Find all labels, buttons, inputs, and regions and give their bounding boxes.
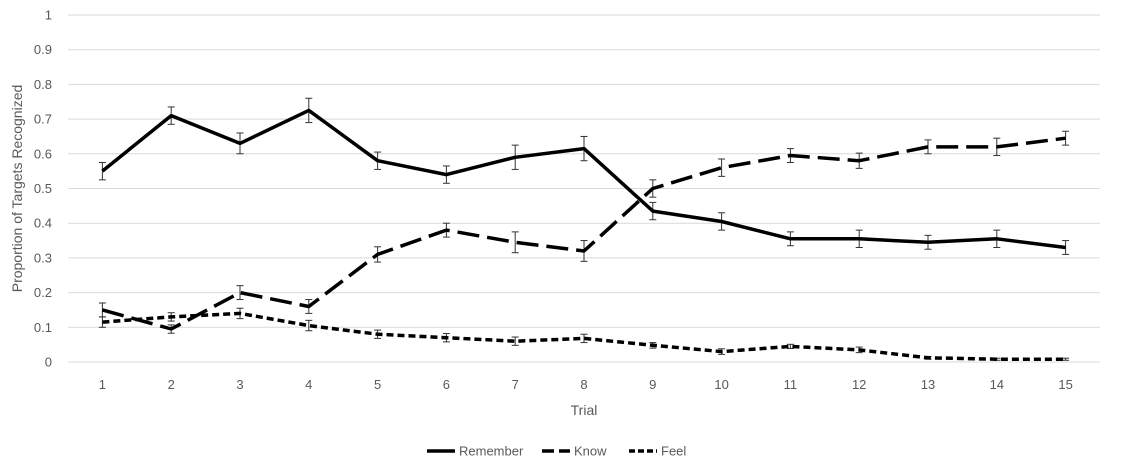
y-tick-label: 0.7 bbox=[34, 112, 52, 127]
x-tick-label: 15 bbox=[1058, 377, 1072, 392]
error-bar bbox=[98, 161, 106, 181]
error-bar bbox=[1062, 357, 1070, 361]
legend-item-feel: Feel bbox=[629, 444, 686, 459]
error-bar bbox=[580, 333, 588, 344]
error-bar bbox=[236, 285, 244, 301]
x-tick-label: 3 bbox=[236, 377, 243, 392]
x-tick-label: 11 bbox=[784, 377, 798, 392]
x-tick-label: 12 bbox=[852, 377, 866, 392]
error-bar bbox=[1062, 130, 1070, 146]
series-line bbox=[101, 136, 1066, 331]
y-tick-label: 0.1 bbox=[34, 320, 52, 335]
error-bar bbox=[511, 231, 519, 254]
x-tick-label: 7 bbox=[512, 377, 519, 392]
series-know bbox=[98, 130, 1070, 334]
y-tick-label: 1 bbox=[45, 8, 52, 23]
gridlines bbox=[68, 14, 1100, 328]
y-tick-label: 0.5 bbox=[34, 181, 52, 196]
x-tick-label: 6 bbox=[443, 377, 450, 392]
y-tick-label: 0.4 bbox=[34, 216, 52, 231]
legend-label: Remember bbox=[459, 444, 524, 459]
y-axis-title: Proportion of Targets Recognized bbox=[9, 85, 25, 293]
series-line bbox=[102, 311, 1066, 361]
x-tick-label: 10 bbox=[714, 377, 728, 392]
y-tick-label: 0.2 bbox=[34, 285, 52, 300]
series-feel bbox=[98, 307, 1070, 361]
x-tick-label: 14 bbox=[990, 377, 1004, 392]
y-tick-label: 0.9 bbox=[34, 42, 52, 57]
error-bar bbox=[718, 158, 726, 177]
x-tick-label: 13 bbox=[921, 377, 935, 392]
x-axis-ticks: 1 2 3 4 5 6 7 8 9 10 11 12 13 14 15 bbox=[99, 377, 1073, 392]
legend-item-know: Know bbox=[542, 444, 607, 459]
x-tick-label: 2 bbox=[168, 377, 175, 392]
x-tick-label: 8 bbox=[580, 377, 587, 392]
error-bar bbox=[786, 343, 794, 349]
error-bar bbox=[305, 319, 313, 332]
y-tick-label: 0.8 bbox=[34, 77, 52, 92]
x-axis-title: Trial bbox=[571, 402, 598, 418]
legend-item-remember: Remember bbox=[427, 444, 524, 459]
x-tick-label: 9 bbox=[649, 377, 656, 392]
y-axis-ticks: 0 0.1 0.2 0.3 0.4 0.5 0.6 0.7 0.8 0.9 1 bbox=[34, 8, 52, 370]
series-line bbox=[101, 108, 1066, 250]
legend-label: Feel bbox=[661, 444, 686, 459]
x-tick-label: 4 bbox=[305, 377, 312, 392]
legend-label: Know bbox=[574, 444, 607, 459]
y-tick-label: 0 bbox=[45, 355, 52, 370]
y-tick-label: 0.3 bbox=[34, 250, 52, 265]
error-bar bbox=[511, 336, 519, 346]
y-tick-label: 0.6 bbox=[34, 146, 52, 161]
x-tick-label: 1 bbox=[99, 377, 106, 392]
x-tick-label: 5 bbox=[374, 377, 381, 392]
legend: Remember Know Feel bbox=[427, 444, 686, 459]
series-layer bbox=[98, 97, 1070, 361]
series-remember bbox=[98, 97, 1070, 255]
